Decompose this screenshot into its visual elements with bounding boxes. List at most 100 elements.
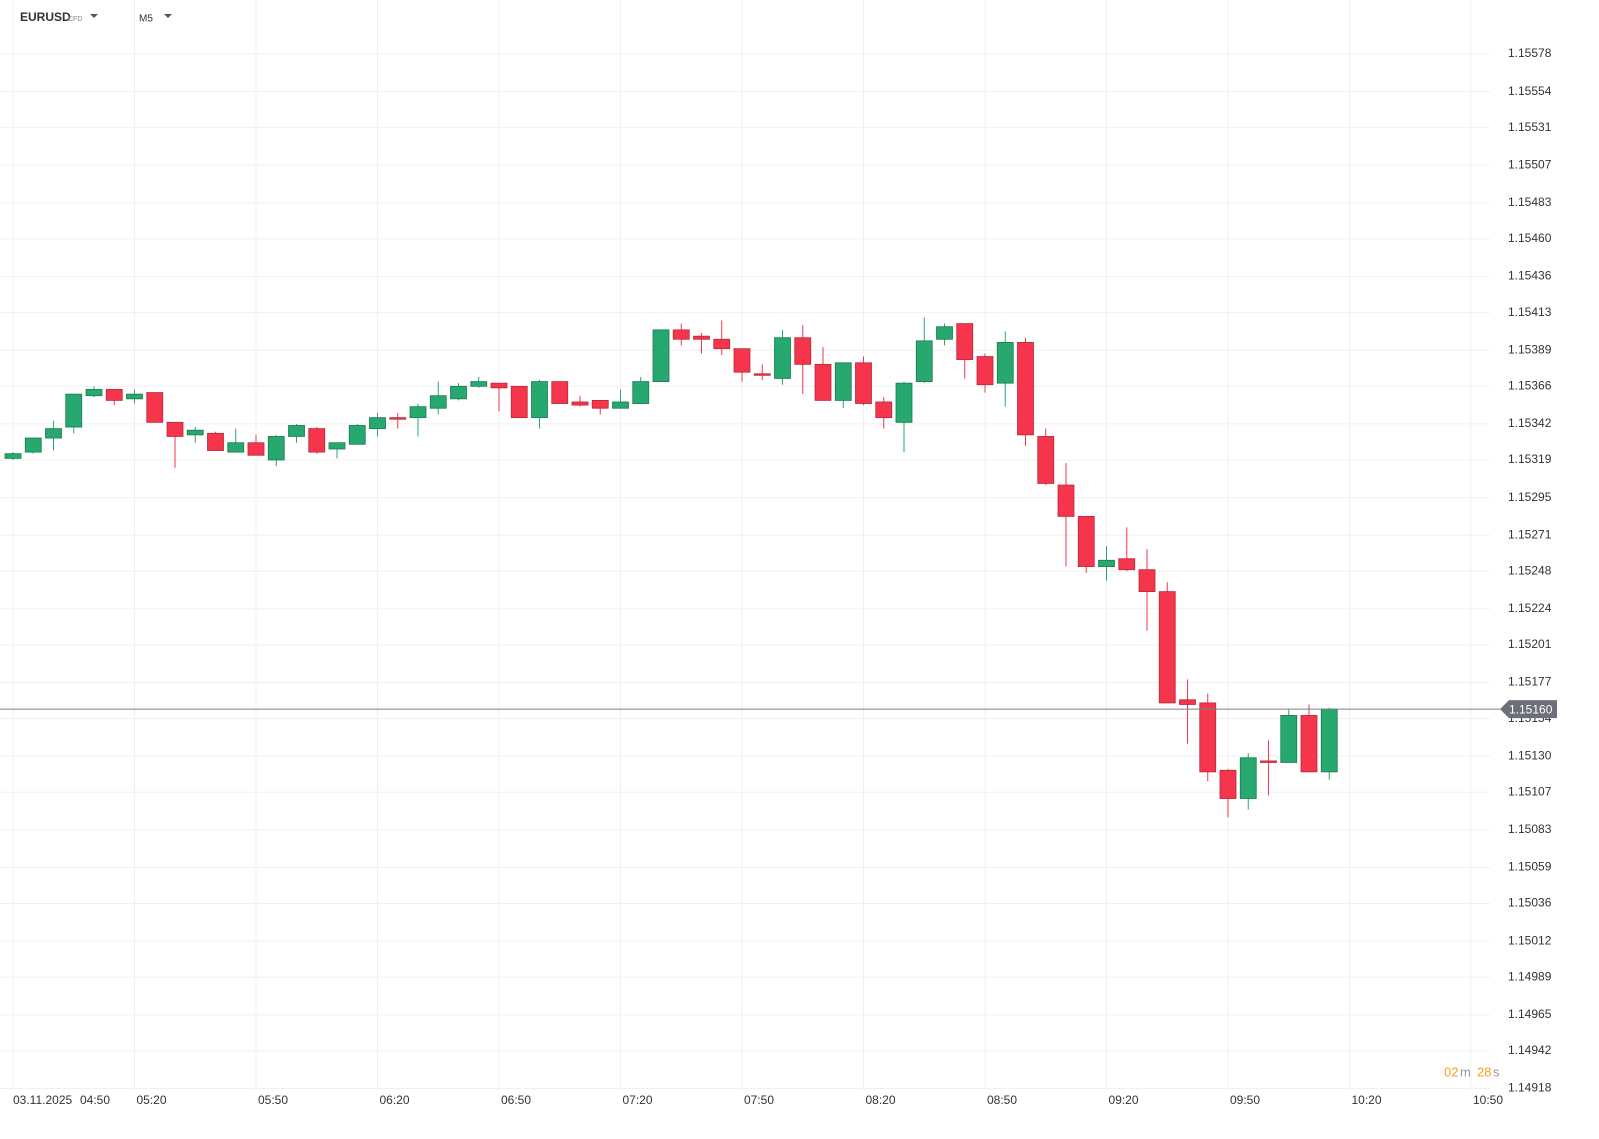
candle-body xyxy=(1260,760,1277,763)
candle-body xyxy=(834,362,852,401)
dropdown-arrow[interactable] xyxy=(164,14,172,18)
x-tick-label: 10:50 xyxy=(1473,1093,1503,1107)
candle-body xyxy=(45,428,62,439)
candle-body xyxy=(207,432,224,451)
timer-unit: s xyxy=(1493,1064,1500,1079)
timeframe[interactable]: M5 xyxy=(139,14,153,25)
y-tick-label: 1.15319 xyxy=(1508,452,1552,466)
x-tick-label: 06:20 xyxy=(380,1093,410,1107)
y-tick-label: 1.15436 xyxy=(1508,269,1552,283)
candle-body xyxy=(956,323,974,361)
x-tick-label: 09:20 xyxy=(1109,1093,1139,1107)
candle-body xyxy=(227,442,245,453)
candle-body xyxy=(1017,342,1034,436)
candle-body xyxy=(632,381,650,404)
x-tick-label: 04:50 xyxy=(80,1093,110,1107)
y-tick-label: 1.15130 xyxy=(1508,748,1552,762)
candle-body xyxy=(855,362,872,404)
candle-body xyxy=(166,421,184,437)
candle-body xyxy=(895,382,913,423)
candle-body xyxy=(288,425,305,437)
price-tag xyxy=(1500,700,1557,719)
candle-body xyxy=(571,401,589,406)
candle-body xyxy=(915,340,933,382)
candle-body xyxy=(996,342,1014,384)
y-tick-label: 1.15107 xyxy=(1508,784,1552,798)
candle-body xyxy=(1118,558,1136,571)
y-tick-label: 1.15177 xyxy=(1508,675,1552,689)
y-tick-label: 1.15012 xyxy=(1508,933,1552,947)
candle-body xyxy=(612,401,629,409)
candle-body xyxy=(369,417,386,430)
candle-body xyxy=(531,381,548,419)
candle-body xyxy=(308,428,326,453)
candle-body xyxy=(409,406,427,419)
y-tick-label: 1.15366 xyxy=(1508,378,1552,392)
candle-body xyxy=(247,442,265,456)
y-tick-label: 1.15342 xyxy=(1508,416,1552,430)
candle-body xyxy=(186,429,204,436)
candle-body xyxy=(348,425,366,445)
y-tick-label: 1.14918 xyxy=(1508,1081,1552,1095)
x-tick-label: 07:50 xyxy=(744,1093,774,1107)
candle-body xyxy=(652,329,670,382)
candle-body xyxy=(1138,569,1156,593)
candle-body xyxy=(24,437,42,453)
candle-body xyxy=(1057,484,1075,517)
price-tag-label: 1.15160 xyxy=(1509,702,1553,716)
dropdown-arrow[interactable] xyxy=(90,14,98,18)
candle-body xyxy=(490,382,508,389)
candle-body xyxy=(1300,715,1318,773)
candle-body xyxy=(976,356,994,386)
candle-body xyxy=(875,401,893,419)
x-tick-label: 06:50 xyxy=(501,1093,531,1107)
candle-body xyxy=(733,348,751,373)
y-tick-label: 1.15271 xyxy=(1508,527,1552,541)
x-tick-label: 05:20 xyxy=(137,1093,167,1107)
y-tick-label: 1.15248 xyxy=(1508,563,1552,577)
y-tick-label: 1.15578 xyxy=(1508,46,1552,60)
candle-body xyxy=(429,395,447,409)
y-tick-label: 1.14965 xyxy=(1508,1007,1552,1021)
symbol[interactable]: EURUSD xyxy=(20,10,71,24)
candle-body xyxy=(4,453,22,459)
candle-body xyxy=(794,337,812,365)
candle-body xyxy=(328,442,346,450)
candle-body xyxy=(126,393,143,400)
candle-body xyxy=(1199,702,1217,773)
x-tick-label: 05:50 xyxy=(258,1093,288,1107)
y-tick-label: 1.15201 xyxy=(1508,637,1552,651)
candle-body xyxy=(1158,591,1176,704)
candle-body xyxy=(672,329,690,340)
market: CFD xyxy=(68,16,82,23)
candle-body xyxy=(713,338,731,350)
candle-body xyxy=(85,389,103,397)
candle-body xyxy=(753,373,771,376)
candle-body xyxy=(389,417,407,420)
y-tick-label: 1.15224 xyxy=(1508,601,1552,615)
candle-body xyxy=(1179,699,1196,705)
y-tick-label: 1.15483 xyxy=(1508,195,1552,209)
candle-body xyxy=(146,392,164,423)
candle-body xyxy=(1219,769,1237,799)
y-tick-label: 1.14942 xyxy=(1508,1043,1552,1057)
candle-body xyxy=(105,389,123,401)
candle-body xyxy=(470,381,488,387)
timer-seconds: 28 xyxy=(1477,1064,1491,1079)
timer-minutes: 02 xyxy=(1444,1064,1458,1079)
x-tick-label: 10:20 xyxy=(1352,1093,1382,1107)
candle-body xyxy=(814,363,832,401)
candle-body xyxy=(1320,708,1338,773)
candle-body xyxy=(1239,757,1257,799)
y-tick-label: 1.15507 xyxy=(1508,157,1552,171)
candle-body xyxy=(774,337,791,379)
y-tick-label: 1.14989 xyxy=(1508,969,1552,983)
y-tick-label: 1.15413 xyxy=(1508,305,1552,319)
plot xyxy=(0,0,1490,1090)
x-tick-label: 08:20 xyxy=(866,1093,896,1107)
candle-body xyxy=(267,436,285,461)
date-label: 03.11.2025 xyxy=(13,1093,72,1107)
y-tick-label: 1.15531 xyxy=(1508,120,1552,134)
